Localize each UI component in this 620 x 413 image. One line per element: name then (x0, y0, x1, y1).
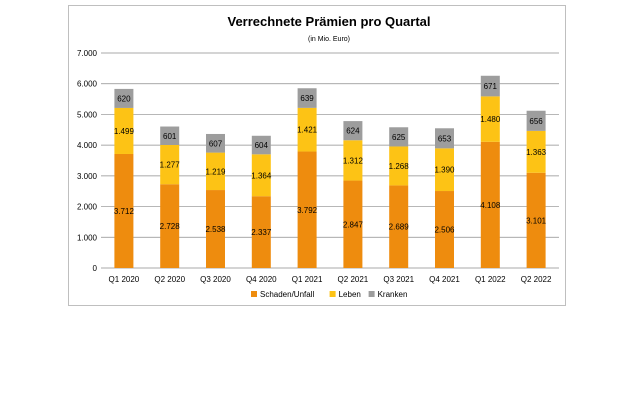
data-label: 2.728 (160, 222, 181, 231)
x-axis-ticks: Q1 2020 Q2 2020 Q3 2020 Q4 2020 Q1 2021 Q2 20… (109, 275, 552, 284)
data-label: 3.101 (526, 216, 547, 225)
legend-label: Kranken (378, 290, 408, 299)
data-label: 620 (117, 94, 131, 103)
bar-segment (389, 146, 409, 186)
data-label: 1.390 (434, 166, 455, 175)
bar-segment (526, 172, 546, 268)
chart-subtitle: (in Mio. Euro) (308, 36, 350, 43)
data-label: 2.337 (251, 228, 272, 237)
data-label: 2.689 (389, 223, 410, 232)
y-tick-label: 1.000 (77, 233, 98, 242)
x-tick-label: Q2 2022 (521, 275, 552, 284)
bar-segment (343, 140, 363, 181)
data-labels: 3.712 1.499 620 2.728 1.277 601 2.538 1.219 607 2… (114, 82, 547, 237)
data-label: 3.712 (114, 207, 135, 216)
bar-segment (480, 141, 500, 268)
bars (114, 75, 546, 268)
y-axis-ticks: 0 1.000 2.000 3.000 4.000 5.000 6.000 7.000 (77, 49, 98, 273)
data-label: 624 (346, 127, 360, 136)
chart-title: Verrechnete Prämien pro Quartal (227, 14, 430, 29)
bar-segment (480, 75, 500, 97)
x-tick-label: Q2 2020 (154, 275, 185, 284)
bar-segment (389, 127, 409, 147)
bar-segment (114, 88, 134, 108)
bar-segment (435, 148, 454, 192)
data-label: 601 (163, 132, 177, 141)
data-label: 4.108 (480, 201, 501, 210)
bar-segment (435, 128, 454, 149)
x-tick-label: Q2 2021 (338, 275, 369, 284)
data-label: 1.364 (251, 171, 272, 180)
legend-label: Leben (339, 290, 361, 299)
bar-segment (297, 151, 317, 268)
x-tick-label: Q1 2022 (475, 275, 506, 284)
x-tick-label: Q1 2020 (109, 275, 140, 284)
x-tick-label: Q3 2021 (383, 275, 414, 284)
bar-segment (114, 107, 134, 154)
data-label: 1.312 (343, 156, 364, 165)
data-label: 607 (209, 139, 223, 148)
data-label: 1.363 (526, 148, 547, 157)
bar-segment (526, 110, 546, 131)
bar-segment (343, 180, 363, 268)
y-tick-label: 3.000 (77, 172, 98, 181)
bar-segment (206, 152, 225, 191)
bar-segment (251, 135, 271, 155)
y-tick-label: 6.000 (77, 80, 98, 89)
data-label: 3.792 (297, 206, 318, 215)
bar-segment (435, 191, 454, 268)
data-label: 653 (438, 134, 452, 143)
data-label: 2.538 (205, 225, 226, 234)
bar-segment (114, 153, 134, 268)
legend-label: Schaden/Unfall (260, 290, 314, 299)
bar-segment (297, 88, 317, 108)
data-label: 1.219 (205, 167, 226, 176)
bar-segment (206, 133, 225, 153)
chart-svg: Verrechnete Prämien pro Quartal (in Mio.… (77, 14, 559, 299)
bar-segment (160, 126, 180, 145)
data-label: 2.847 (343, 220, 364, 229)
y-tick-label: 7.000 (77, 49, 98, 58)
data-label: 1.480 (480, 115, 501, 124)
bar-segment (160, 144, 180, 185)
bar-segment (480, 96, 500, 142)
data-label: 1.268 (389, 162, 410, 171)
legend-swatch (251, 291, 257, 297)
bar-segment (343, 121, 363, 141)
y-tick-label: 4.000 (77, 141, 98, 150)
y-tick-label: 0 (93, 264, 98, 273)
bar-segment (160, 184, 180, 268)
legend: Schaden/Unfall Leben Kranken (251, 290, 407, 299)
bar-segment (526, 130, 546, 173)
legend-swatch (368, 291, 375, 297)
chart-frame: Verrechnete Prämien pro Quartal (in Mio.… (68, 5, 566, 306)
x-tick-label: Q4 2020 (246, 275, 277, 284)
x-tick-label: Q4 2021 (429, 275, 460, 284)
bar-segment (297, 107, 317, 152)
x-tick-label: Q1 2021 (292, 275, 323, 284)
data-label: 625 (392, 133, 406, 142)
data-label: 656 (529, 117, 543, 126)
bar-segment (251, 196, 271, 268)
data-label: 671 (484, 82, 498, 91)
data-label: 604 (255, 141, 269, 150)
bar-segment (206, 190, 225, 268)
bar-segment (251, 154, 271, 197)
data-label: 1.277 (160, 161, 181, 170)
y-tick-label: 5.000 (77, 110, 98, 119)
data-label: 2.506 (434, 226, 455, 235)
data-label: 1.499 (114, 127, 135, 136)
bar-segment (389, 185, 409, 268)
data-label: 1.421 (297, 126, 318, 135)
data-label: 639 (300, 94, 314, 103)
x-tick-label: Q3 2020 (200, 275, 231, 284)
legend-swatch (329, 291, 336, 297)
y-tick-label: 2.000 (77, 203, 98, 212)
